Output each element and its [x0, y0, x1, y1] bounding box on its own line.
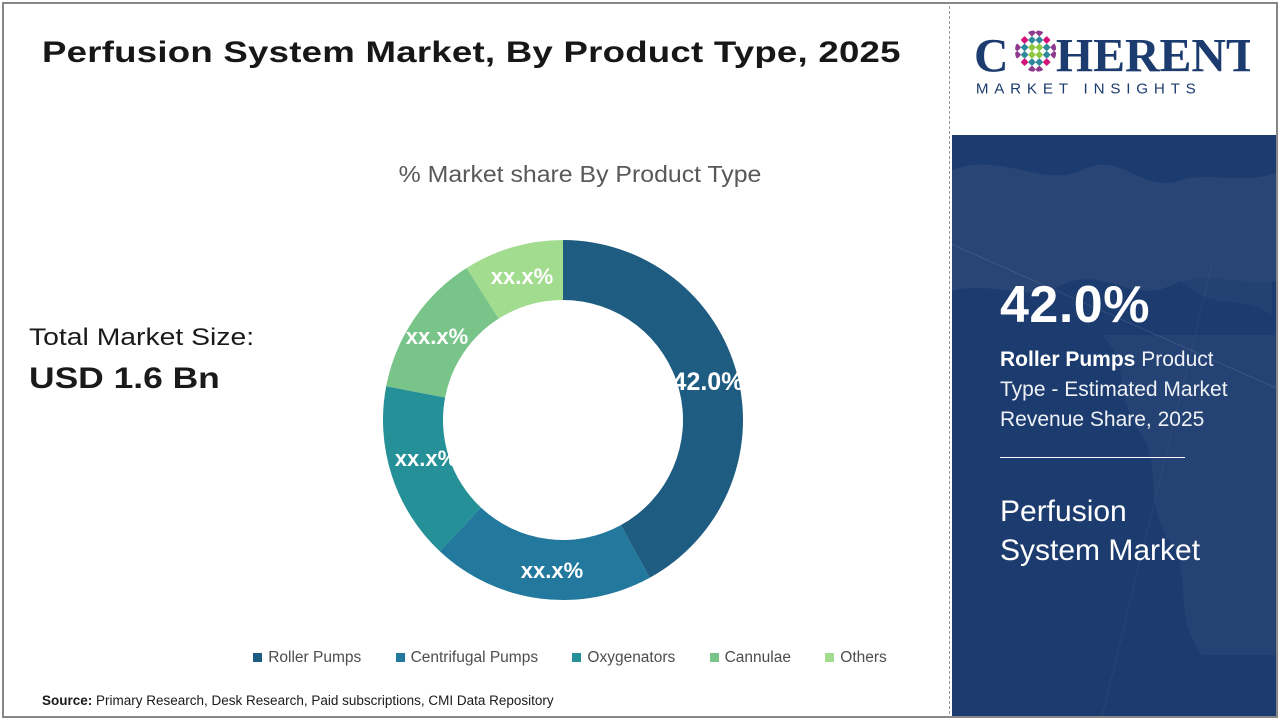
svg-text:C: C — [974, 29, 1009, 82]
svg-text:xx.x%: xx.x% — [521, 558, 583, 583]
svg-text:MARKET INSIGHTS: MARKET INSIGHTS — [976, 80, 1202, 97]
svg-text:xx.x%: xx.x% — [395, 446, 457, 471]
svg-text:xx.x%: xx.x% — [491, 264, 553, 289]
svg-text:42.0%: 42.0% — [673, 368, 744, 396]
svg-text:xx.x%: xx.x% — [406, 324, 468, 349]
svg-text:HERENT: HERENT — [1056, 29, 1250, 82]
